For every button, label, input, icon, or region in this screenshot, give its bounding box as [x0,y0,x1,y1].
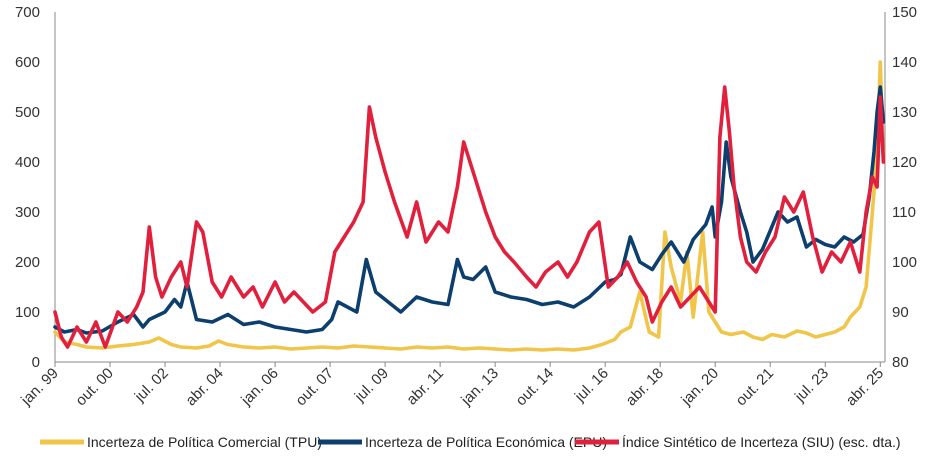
x-tick-label: jul. 02 [131,365,172,406]
left-tick-label: 300 [15,204,40,221]
x-tick-label: jul. 09 [351,365,392,406]
right-tick-label: 150 [892,4,917,21]
x-axis-ticks: jan. 99 out. 00 jul. 02 abr. 04 jan. 06 out. … [17,362,887,409]
legend-label: Incerteza de Política Comercial (TPU) [87,434,322,450]
left-tick-label: 500 [15,104,40,121]
x-tick-label: abr. 11 [403,365,447,409]
series-line-3 [53,85,886,349]
x-tick-label: abr. 04 [182,365,226,409]
right-tick-label: 110 [892,204,916,221]
left-tick-label: 700 [15,4,40,21]
x-tick-label: out. 00 [72,365,116,409]
legend: Incerteza de Política Comercial (TPU) Inc… [40,434,901,450]
right-tick-label: 100 [892,254,917,271]
left-axis-ticks: 0 100 200 300 400 500 600 700 [15,4,40,371]
series-line-2 [53,85,886,335]
left-tick-label: 0 [32,354,40,371]
right-tick-label: 130 [892,104,917,121]
x-tick-label: abr. 25 [843,365,887,409]
x-tick-label: jul. 16 [571,365,612,406]
right-tick-label: 90 [892,304,909,321]
x-tick-label: jan. 13 [457,365,502,410]
right-tick-label: 80 [892,354,909,371]
left-tick-label: 200 [15,254,40,271]
right-tick-label: 140 [892,54,917,71]
x-tick-label: out. 21 [733,365,777,409]
right-axis-ticks: 80 90 100 110 120 130 140 150 [892,4,917,371]
left-tick-label: 400 [15,154,40,171]
series-line-1 [53,60,886,352]
axes [54,12,886,363]
legend-label: Índice Sintético de Incerteza (SIU) (esc… [622,434,901,450]
x-tick-label: abr. 18 [623,365,667,409]
legend-label: Incerteza de Política Económica (EPU) [365,434,607,450]
x-tick-label: jul. 23 [791,365,832,406]
x-tick-label: out. 14 [513,365,557,409]
x-tick-label: jan. 99 [17,365,62,410]
left-tick-label: 600 [15,54,40,71]
series-lines [53,60,886,352]
right-tick-label: 120 [892,154,917,171]
x-tick-label: jan. 06 [237,365,282,410]
left-tick-label: 100 [15,304,40,321]
x-tick-label: jan. 20 [677,365,722,410]
x-tick-label: out. 07 [292,365,336,409]
